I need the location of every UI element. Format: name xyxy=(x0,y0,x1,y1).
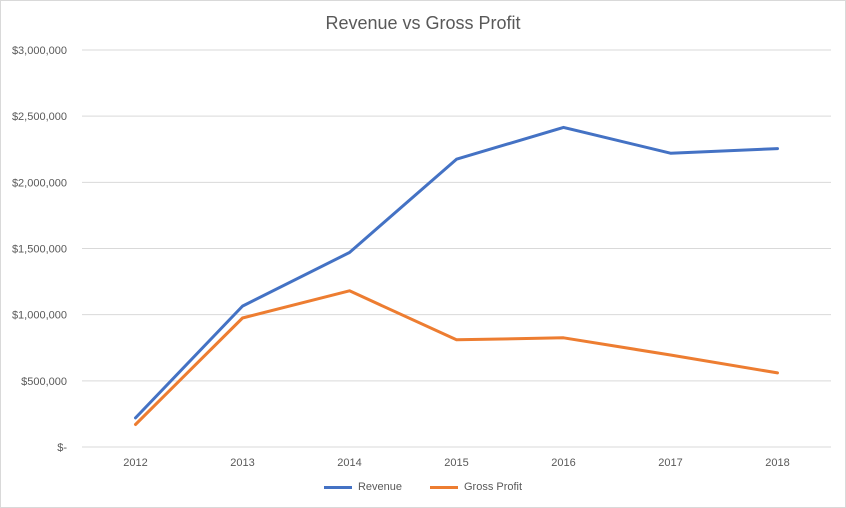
x-tick-label: 2012 xyxy=(123,457,147,469)
y-tick-label: $3,000,000 xyxy=(12,45,67,57)
legend-swatch xyxy=(429,485,458,489)
chart-legend: Revenue Gross Profit xyxy=(1,481,845,493)
y-tick-label: $2,500,000 xyxy=(12,111,67,123)
x-tick-label: 2017 xyxy=(658,457,682,469)
legend-label: Revenue xyxy=(357,481,402,493)
y-tick-label: $500,000 xyxy=(21,376,67,388)
legend-item: Revenue xyxy=(323,481,402,493)
series-line-revenue xyxy=(134,125,779,420)
y-tick-label: $1,000,000 xyxy=(12,310,67,322)
x-tick-label: 2015 xyxy=(444,457,468,469)
legend-swatch xyxy=(323,485,352,489)
y-tick-label: $- xyxy=(57,442,67,454)
x-tick-label: 2013 xyxy=(230,457,254,469)
x-tick-label: 2016 xyxy=(551,457,575,469)
y-tick-label: $1,500,000 xyxy=(12,244,67,256)
series-line-gross-profit xyxy=(134,289,779,426)
legend-item: Gross Profit xyxy=(429,481,523,493)
y-tick-label: $2,000,000 xyxy=(12,177,67,189)
legend-label: Gross Profit xyxy=(463,481,523,493)
x-tick-label: 2014 xyxy=(337,457,361,469)
x-tick-label: 2018 xyxy=(765,457,789,469)
chart-title: Revenue vs Gross Profit xyxy=(325,13,521,33)
